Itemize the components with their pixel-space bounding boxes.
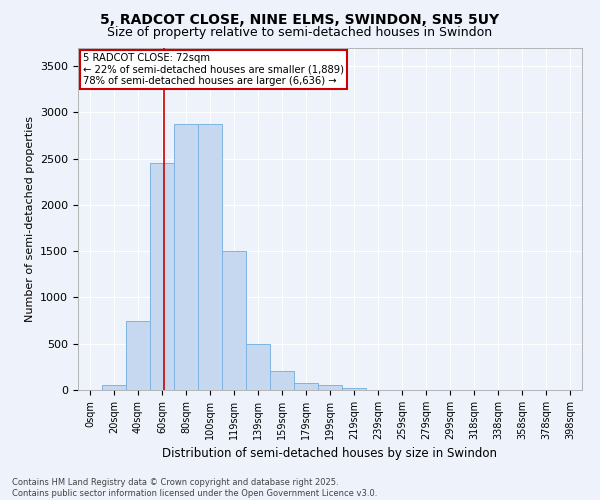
Bar xyxy=(222,251,246,390)
Bar xyxy=(318,386,342,390)
Bar xyxy=(294,383,318,390)
Bar xyxy=(246,344,270,390)
Y-axis label: Number of semi-detached properties: Number of semi-detached properties xyxy=(25,116,35,322)
Bar xyxy=(270,372,294,390)
Text: 5 RADCOT CLOSE: 72sqm
← 22% of semi-detached houses are smaller (1,889)
78% of s: 5 RADCOT CLOSE: 72sqm ← 22% of semi-deta… xyxy=(83,52,344,86)
Bar xyxy=(150,163,174,390)
Bar xyxy=(342,388,366,390)
Bar xyxy=(102,385,126,390)
Text: 5, RADCOT CLOSE, NINE ELMS, SWINDON, SN5 5UY: 5, RADCOT CLOSE, NINE ELMS, SWINDON, SN5… xyxy=(100,12,500,26)
Text: Size of property relative to semi-detached houses in Swindon: Size of property relative to semi-detach… xyxy=(107,26,493,39)
Bar xyxy=(126,320,150,390)
Text: Contains HM Land Registry data © Crown copyright and database right 2025.
Contai: Contains HM Land Registry data © Crown c… xyxy=(12,478,377,498)
Bar xyxy=(174,124,198,390)
X-axis label: Distribution of semi-detached houses by size in Swindon: Distribution of semi-detached houses by … xyxy=(163,448,497,460)
Bar xyxy=(198,124,222,390)
